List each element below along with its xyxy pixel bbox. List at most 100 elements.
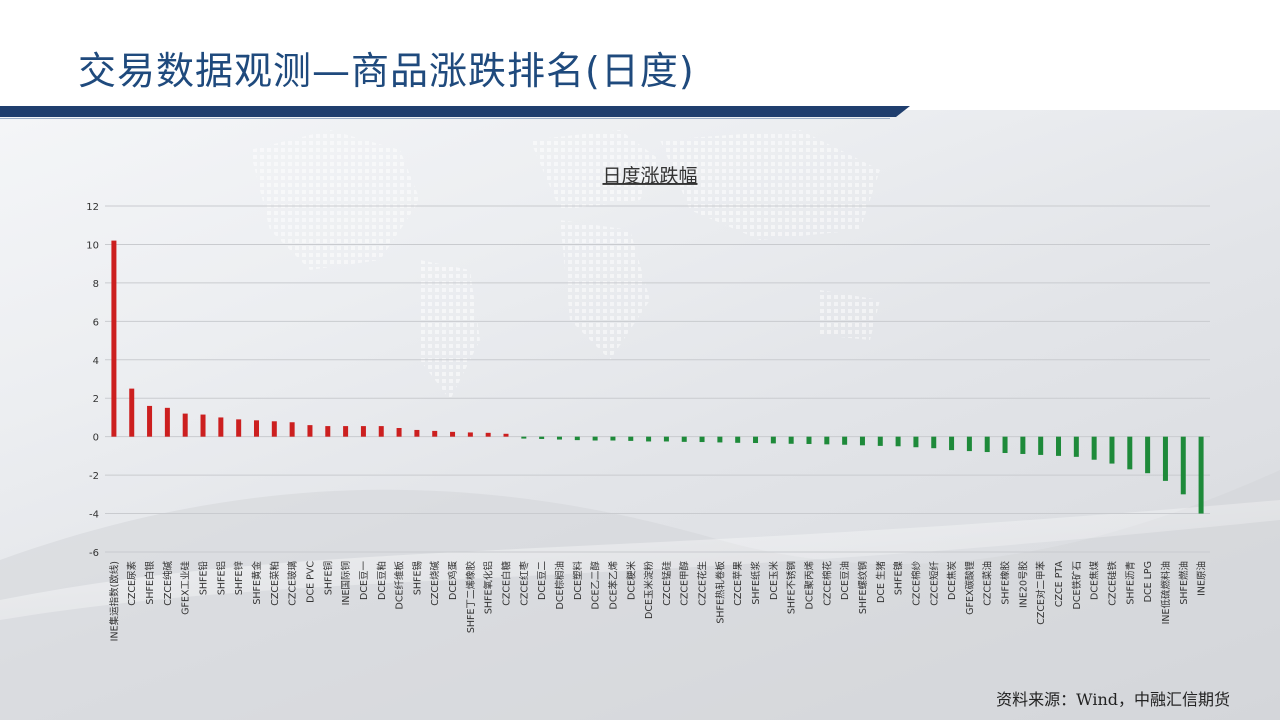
x-tick-label: SHFE氧化铝 [483, 561, 495, 614]
x-tick-label: SHFE不锈钢 [786, 561, 798, 614]
x-tick-label: INE原油 [1196, 561, 1208, 596]
bar [913, 436, 919, 448]
x-tick-label: SHFE丁二烯橡胶 [465, 561, 477, 634]
bar [966, 436, 972, 452]
bar [717, 436, 723, 443]
x-tick-label: DCE棕榈油 [554, 561, 566, 609]
x-tick-label: CZCE棉花 [821, 561, 833, 606]
x-tick-label: SHFE铜 [322, 561, 334, 595]
bar [1073, 436, 1079, 457]
bar [1056, 436, 1062, 456]
bar [663, 436, 669, 442]
x-tick-label: CZCE花生 [697, 561, 709, 606]
bar [877, 436, 883, 446]
chart-title: 日度涨跌幅 [602, 165, 697, 187]
x-tick-label: DCE玉米淀粉 [643, 561, 655, 619]
y-tick-label: 6 [93, 317, 99, 328]
x-tick-label: DCE铁矿石 [1071, 561, 1083, 609]
x-tick-label: DCE玉米 [768, 561, 780, 600]
y-tick-label: -4 [89, 510, 99, 521]
y-tick-label: 0 [93, 433, 99, 444]
x-tick-label: SHFE锡 [411, 561, 423, 595]
x-tick-label: DCE豆一 [359, 561, 370, 600]
x-tick-label: CZCE红枣 [518, 561, 530, 606]
x-tick-label: CZCE锰硅 [661, 561, 673, 606]
x-tick-label: CZCE菜粕 [269, 561, 281, 606]
bar [147, 405, 153, 437]
bar [556, 436, 562, 440]
y-axis: 12 10 8 6 4 2 0 -2 -4 -6 [86, 202, 99, 559]
bar [1180, 436, 1186, 495]
x-tick-label: SHFE锌 [233, 561, 245, 596]
bar [236, 419, 242, 437]
x-tick-label: DCE焦煤 [1089, 561, 1101, 600]
bar [200, 414, 206, 437]
source-note: 资料来源：Wind，中融汇信期货 [996, 690, 1230, 709]
x-tick-label: SHFE黄金 [251, 561, 263, 605]
bar [788, 436, 794, 444]
bar [1002, 436, 1008, 454]
bar [360, 426, 366, 437]
bar [467, 432, 473, 437]
bar [592, 436, 598, 441]
x-tick-label: DCE豆二 [537, 561, 548, 600]
chart-bars [111, 240, 1204, 514]
x-tick-label: DCE苯乙烯 [607, 561, 619, 610]
y-tick-label: 10 [86, 240, 99, 251]
x-tick-label: SHFE铅 [198, 561, 210, 596]
bar [1145, 436, 1151, 474]
bar [806, 436, 812, 444]
x-tick-label: INE20号胶 [1017, 561, 1029, 608]
chart-gridlines [105, 205, 1210, 553]
x-tick-label: CZCE对二甲苯 [1035, 561, 1047, 625]
bar [770, 436, 776, 444]
x-axis-labels: INE集运指数(欧线) CZCE尿素 SHFE白银 CZCE纯碱 GFEX工业硅 SHFE… [108, 561, 1207, 642]
bar [931, 436, 937, 449]
x-tick-label: DCE粳米 [625, 561, 637, 600]
x-tick-label: DCE LPG [1143, 561, 1154, 602]
bar [378, 426, 384, 437]
x-tick-label: SHFE橡胶 [1000, 561, 1012, 605]
world-map-watermark [250, 130, 880, 400]
bar [628, 436, 634, 441]
bar [1091, 436, 1097, 460]
bar [253, 420, 259, 437]
bar [699, 436, 705, 443]
bar [895, 436, 901, 447]
x-tick-label: CZCE菜油 [982, 561, 994, 606]
x-tick-label: INE集运指数(欧线) [108, 561, 120, 641]
bar [753, 436, 759, 444]
bar [164, 407, 170, 437]
bar [842, 436, 848, 445]
bar [646, 436, 652, 442]
bar [539, 436, 545, 439]
bar [182, 413, 188, 437]
x-tick-label: CZCE短纤 [928, 561, 940, 606]
x-tick-label: SHFE螺纹钢 [857, 561, 869, 614]
x-tick-label: DCE PVC [305, 561, 316, 603]
x-tick-label: DCE 生猪 [875, 561, 887, 603]
bar [129, 388, 135, 437]
x-tick-label: SHFE燃油 [1178, 561, 1190, 605]
bar [824, 436, 830, 445]
x-tick-label: GFEX工业硅 [180, 561, 192, 615]
x-tick-label: DCE豆油 [839, 561, 851, 600]
x-tick-label: SHFE白银 [144, 561, 156, 605]
x-tick-label: DCE焦炭 [946, 561, 958, 600]
x-tick-label: SHFE热轧卷板 [714, 561, 726, 624]
x-tick-label: DCE乙二醇 [590, 561, 602, 610]
x-tick-label: DCE鸡蛋 [447, 561, 459, 600]
x-tick-label: CZCE白糖 [501, 561, 513, 606]
bar [1198, 436, 1204, 514]
x-tick-label: CZCE棉纱 [910, 561, 922, 606]
bar [414, 429, 420, 437]
x-tick-label: SHFE铝 [215, 561, 227, 595]
bar [610, 436, 616, 441]
bar [1020, 436, 1026, 454]
bar [289, 422, 295, 437]
bar [859, 436, 865, 446]
y-tick-label: 8 [93, 279, 99, 290]
bar [1038, 436, 1044, 455]
bar [1127, 436, 1133, 470]
